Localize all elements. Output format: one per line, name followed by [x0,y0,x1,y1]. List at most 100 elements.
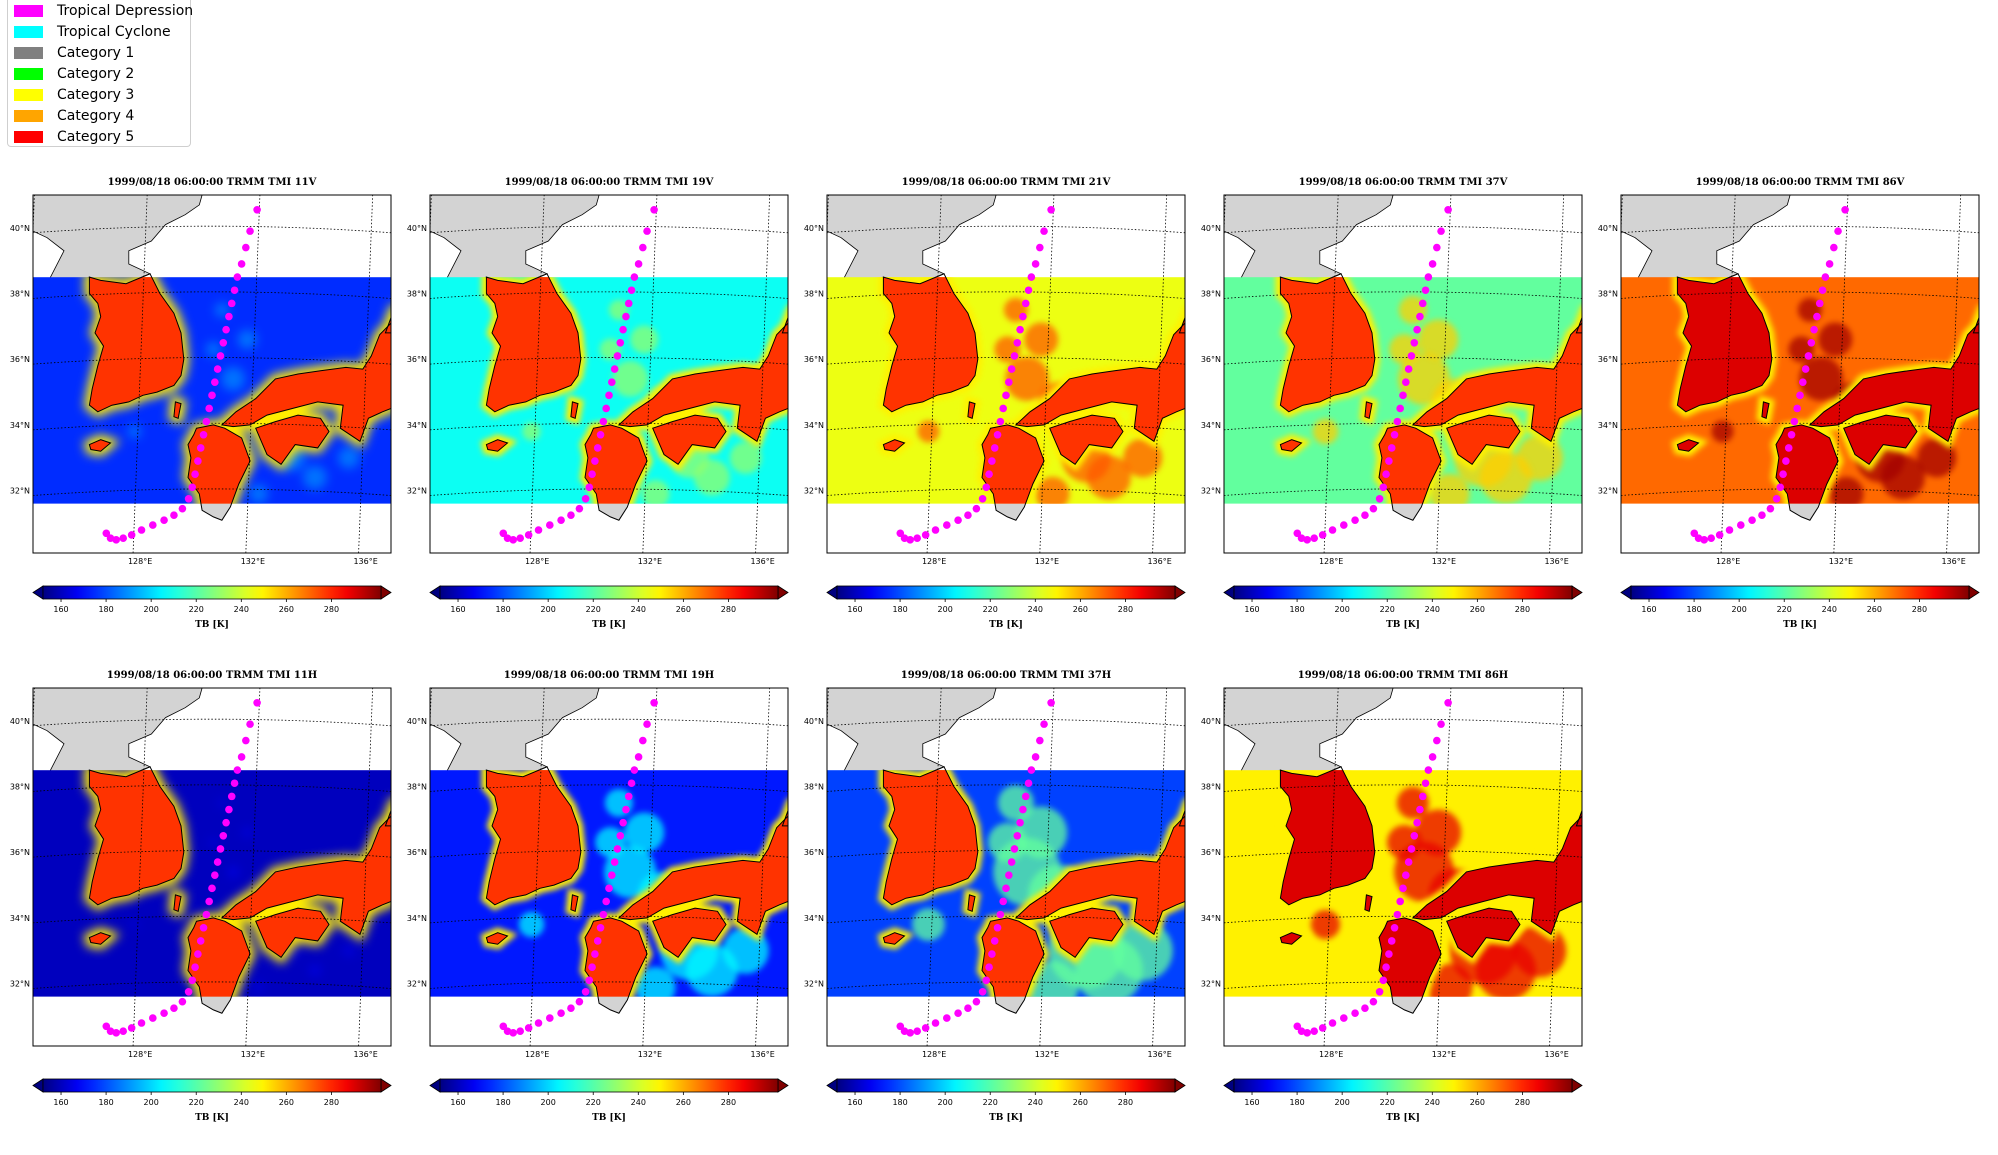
track-point [1725,526,1734,534]
colorbar-label: TB [K] [592,1113,626,1123]
colorbar-tick: 260 [1073,1098,1088,1107]
track-point [1799,378,1807,387]
track-point [208,884,216,893]
tb-swath [1621,277,1979,504]
track-point [575,504,584,513]
colorbar-tick: 220 [983,1098,998,1107]
track-point [524,1024,533,1032]
track-point [149,1014,157,1022]
colorbar-label: TB [K] [195,620,229,630]
colorbar-tick: 240 [1425,605,1440,614]
track-point [1379,483,1388,492]
track-point [921,531,930,539]
track-point [982,976,991,985]
tb-swath [827,277,1185,504]
colorbar-tick: 220 [1380,605,1395,614]
colorbar-label: TB [K] [195,1113,229,1123]
lat-label: 36°N [10,355,30,364]
kyushu-south-land [1788,503,1820,521]
lat-label: 40°N [804,717,824,726]
track-point [196,444,205,452]
track-point [1737,521,1745,529]
track-point [1027,766,1036,774]
storm-track [1293,205,1452,544]
lon-label: 128°E [128,557,152,566]
colorbar-tick: 220 [189,1098,204,1107]
track-point [1328,1019,1337,1027]
colorbar-tick: 260 [279,1098,294,1107]
lat-label: 38°N [407,290,427,299]
kyushu-south-land [597,503,629,521]
track-point [1002,884,1010,893]
track-point [202,417,211,426]
track-point [1351,516,1359,524]
track-point [978,988,987,996]
track-point [1021,299,1030,308]
track-point [993,923,1002,932]
panel-11h: 1999/08/18 06:00:00 TRMM TMI 11H 40°N 38°N… [10,668,424,1148]
track-point [534,526,543,534]
track-point [906,536,914,544]
track-point [964,511,972,520]
track-point [581,988,590,996]
tb-swath [33,770,391,997]
track-point [1007,858,1016,866]
track-point [610,365,619,373]
track-point [1310,534,1319,543]
track-point [516,534,525,543]
track-point [222,818,230,827]
track-point [205,897,213,906]
lon-label: 132°E [1432,557,1456,566]
legend-swatch [14,25,43,38]
track-point [988,457,996,465]
track-point [988,950,996,958]
colorbar-tick: 200 [541,1098,556,1107]
track-point [1016,325,1024,334]
colorbar-tick: 240 [1028,605,1043,614]
track-point [1047,205,1055,214]
lon-label: 132°E [241,1050,265,1059]
legend-item: Category 4 [14,105,134,126]
track-point [1784,444,1793,452]
lon-label: 128°E [525,557,549,566]
track-point [1010,845,1019,853]
colorbar-tick: 220 [983,605,998,614]
track-point [624,299,633,308]
colorbar-tick: 260 [1470,1098,1485,1107]
track-point [650,698,658,707]
track-point [1421,286,1430,295]
lat-label: 36°N [804,355,824,364]
track-point [1007,365,1016,373]
lon-label: 132°E [1432,1050,1456,1059]
track-point [921,1024,930,1032]
track-point [213,365,222,373]
track-point [1340,521,1348,529]
lat-label: 34°N [804,914,824,923]
track-point [605,391,613,400]
lon-label: 128°E [1319,1050,1343,1059]
track-point [896,1022,905,1031]
kyushu-south-land [1391,503,1423,521]
colorbar-tick: 260 [279,605,294,614]
colorbar: 160 180 200 220 240 260 280 TB [K] [429,585,789,630]
colorbar-tick: 280 [1515,605,1530,614]
track-point [225,805,233,814]
track-point [1310,1027,1319,1036]
lat-label: 40°N [1201,224,1221,233]
lat-label: 32°N [1201,487,1221,496]
track-point [1361,511,1369,520]
legend-item: Category 5 [14,126,134,147]
track-point [170,1004,178,1013]
track-point [1796,391,1804,400]
track-point [1444,205,1452,214]
track-point [216,352,225,360]
legend-item: Category 2 [14,63,134,84]
colorbar-tick: 220 [586,1098,601,1107]
lat-label: 34°N [10,421,30,430]
lon-label: 136°E [750,1050,774,1059]
track-point [913,534,922,543]
colorbar-tick: 260 [676,1098,691,1107]
track-point [613,845,622,853]
storm-track [896,698,1055,1037]
track-point [990,937,999,945]
